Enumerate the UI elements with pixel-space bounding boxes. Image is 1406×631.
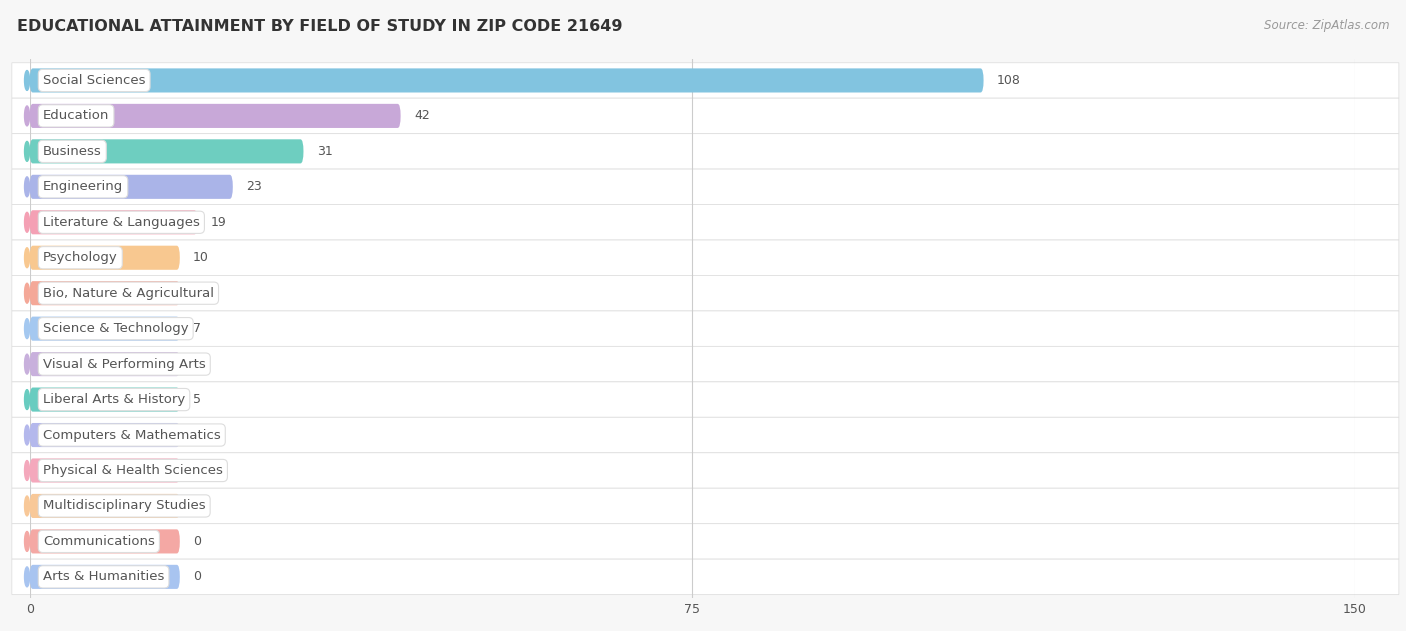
FancyBboxPatch shape xyxy=(11,524,1399,559)
FancyBboxPatch shape xyxy=(11,134,1399,169)
Circle shape xyxy=(24,177,30,197)
Text: 9: 9 xyxy=(193,286,201,300)
Text: 31: 31 xyxy=(316,145,332,158)
Circle shape xyxy=(24,319,30,339)
Text: Physical & Health Sciences: Physical & Health Sciences xyxy=(44,464,222,477)
Text: 7: 7 xyxy=(193,358,201,370)
Text: Bio, Nature & Agricultural: Bio, Nature & Agricultural xyxy=(44,286,214,300)
FancyBboxPatch shape xyxy=(30,245,180,270)
FancyBboxPatch shape xyxy=(30,459,180,483)
Text: Science & Technology: Science & Technology xyxy=(44,322,188,335)
FancyBboxPatch shape xyxy=(30,175,233,199)
Text: Liberal Arts & History: Liberal Arts & History xyxy=(44,393,186,406)
Text: 7: 7 xyxy=(193,322,201,335)
FancyBboxPatch shape xyxy=(11,98,1399,134)
Text: Communications: Communications xyxy=(44,535,155,548)
Text: Literature & Languages: Literature & Languages xyxy=(44,216,200,229)
Circle shape xyxy=(24,425,30,445)
FancyBboxPatch shape xyxy=(11,346,1399,382)
Text: Arts & Humanities: Arts & Humanities xyxy=(44,570,165,584)
FancyBboxPatch shape xyxy=(11,488,1399,524)
FancyBboxPatch shape xyxy=(11,62,1399,98)
Circle shape xyxy=(24,283,30,303)
FancyBboxPatch shape xyxy=(30,529,180,553)
FancyBboxPatch shape xyxy=(11,276,1399,311)
Circle shape xyxy=(24,354,30,374)
FancyBboxPatch shape xyxy=(30,423,180,447)
FancyBboxPatch shape xyxy=(30,210,197,234)
Circle shape xyxy=(24,567,30,587)
FancyBboxPatch shape xyxy=(30,387,180,411)
Circle shape xyxy=(24,496,30,516)
Circle shape xyxy=(24,461,30,480)
Text: 108: 108 xyxy=(997,74,1021,87)
Circle shape xyxy=(24,141,30,162)
Text: 42: 42 xyxy=(413,109,430,122)
FancyBboxPatch shape xyxy=(30,104,401,128)
FancyBboxPatch shape xyxy=(30,565,180,589)
FancyBboxPatch shape xyxy=(11,417,1399,453)
Circle shape xyxy=(24,106,30,126)
Text: 10: 10 xyxy=(193,251,209,264)
Text: 0: 0 xyxy=(193,464,201,477)
Text: Engineering: Engineering xyxy=(44,180,124,193)
FancyBboxPatch shape xyxy=(30,281,180,305)
Text: EDUCATIONAL ATTAINMENT BY FIELD OF STUDY IN ZIP CODE 21649: EDUCATIONAL ATTAINMENT BY FIELD OF STUDY… xyxy=(17,19,623,34)
Text: Psychology: Psychology xyxy=(44,251,118,264)
Circle shape xyxy=(24,248,30,268)
Text: Computers & Mathematics: Computers & Mathematics xyxy=(44,428,221,442)
Text: 5: 5 xyxy=(193,393,201,406)
Text: Education: Education xyxy=(44,109,110,122)
FancyBboxPatch shape xyxy=(11,382,1399,417)
Text: Multidisciplinary Studies: Multidisciplinary Studies xyxy=(44,500,205,512)
Circle shape xyxy=(24,531,30,551)
Text: Social Sciences: Social Sciences xyxy=(44,74,145,87)
FancyBboxPatch shape xyxy=(11,559,1399,594)
Circle shape xyxy=(24,71,30,90)
Circle shape xyxy=(24,390,30,410)
FancyBboxPatch shape xyxy=(11,204,1399,240)
Text: Visual & Performing Arts: Visual & Performing Arts xyxy=(44,358,205,370)
Text: 0: 0 xyxy=(193,535,201,548)
Circle shape xyxy=(24,213,30,232)
Text: Source: ZipAtlas.com: Source: ZipAtlas.com xyxy=(1264,19,1389,32)
FancyBboxPatch shape xyxy=(30,317,180,341)
Text: 0: 0 xyxy=(193,570,201,584)
Text: 19: 19 xyxy=(211,216,226,229)
FancyBboxPatch shape xyxy=(30,68,984,93)
Text: 0: 0 xyxy=(193,500,201,512)
FancyBboxPatch shape xyxy=(11,453,1399,488)
FancyBboxPatch shape xyxy=(11,169,1399,204)
FancyBboxPatch shape xyxy=(11,240,1399,276)
Text: 23: 23 xyxy=(246,180,262,193)
Text: 0: 0 xyxy=(193,428,201,442)
Text: Business: Business xyxy=(44,145,101,158)
FancyBboxPatch shape xyxy=(30,494,180,518)
FancyBboxPatch shape xyxy=(11,311,1399,346)
FancyBboxPatch shape xyxy=(30,139,304,163)
FancyBboxPatch shape xyxy=(30,352,180,376)
